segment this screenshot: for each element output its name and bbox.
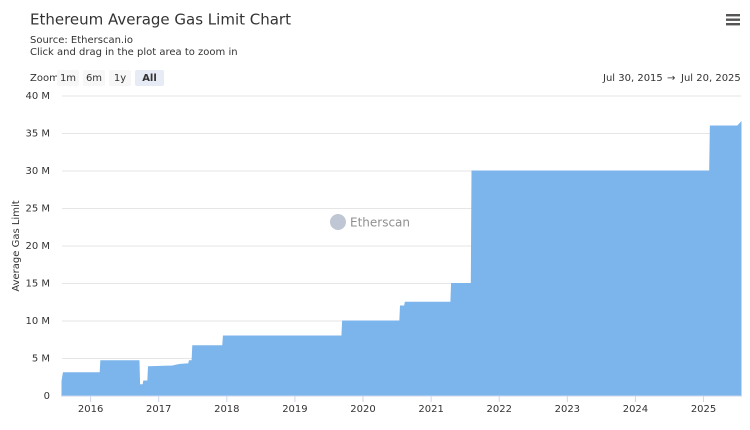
zoom-button-label: 1y [114, 73, 126, 84]
x-tick-label: 2024 [623, 404, 648, 415]
x-tick-label: 2017 [146, 404, 171, 415]
x-tick-label: 2018 [214, 404, 239, 415]
zoom-button-bg [109, 70, 131, 86]
y-tick-label: 25 M [25, 204, 50, 215]
x-tick-label: 2019 [282, 404, 307, 415]
zoom-button[interactable]: 1m [57, 70, 79, 86]
menu-bar [726, 18, 740, 21]
area [61, 120, 742, 397]
menu-bar [726, 14, 740, 17]
y-tick-label: 30 M [25, 166, 50, 177]
zoom-button-bg [57, 70, 79, 86]
menu-button[interactable] [726, 14, 740, 26]
zoom-button[interactable]: 6m [83, 70, 105, 86]
zoom-button-label: 6m [86, 73, 102, 84]
watermark-text: Etherscan [350, 216, 410, 230]
zoom-button-label: All [142, 73, 157, 84]
zoom-label: Zoom [30, 73, 59, 84]
zoom-button-bg [83, 70, 105, 86]
watermark-icon [330, 214, 346, 230]
x-tick-label: 2020 [350, 404, 375, 415]
subtitle: Source: Etherscan.io [30, 35, 133, 46]
y-tick-label: 20 M [25, 241, 50, 252]
zoom-button[interactable]: 1y [109, 70, 131, 86]
subtitle: Click and drag in the plot area to zoom … [30, 47, 238, 58]
y-tick-label: 0 [44, 391, 50, 402]
chart-title: Ethereum Average Gas Limit Chart [30, 11, 291, 29]
y-tick-label: 5 M [32, 354, 50, 365]
y-axis-label: Average Gas Limit [11, 200, 22, 291]
zoom-button-label: 1m [60, 73, 76, 84]
x-tick-label: 2022 [487, 404, 512, 415]
y-tick-label: 10 M [25, 316, 50, 327]
zoom-button-bg [135, 70, 164, 86]
range-from[interactable]: Jul 30, 2015 [602, 73, 663, 84]
y-tick-label: 40 M [25, 91, 50, 102]
y-tick-label: 35 M [25, 129, 50, 140]
menu-bar [726, 23, 740, 26]
y-tick-label: 15 M [25, 279, 50, 290]
zoom-button[interactable]: All [135, 70, 164, 86]
x-tick-label: 2025 [691, 404, 716, 415]
x-tick-label: 2021 [418, 404, 443, 415]
x-tick-label: 2016 [78, 404, 103, 415]
x-tick-label: 2023 [555, 404, 580, 415]
watermark: Etherscan [330, 214, 410, 230]
range-to[interactable]: Jul 20, 2025 [680, 73, 741, 84]
range-arrow: → [667, 73, 675, 84]
